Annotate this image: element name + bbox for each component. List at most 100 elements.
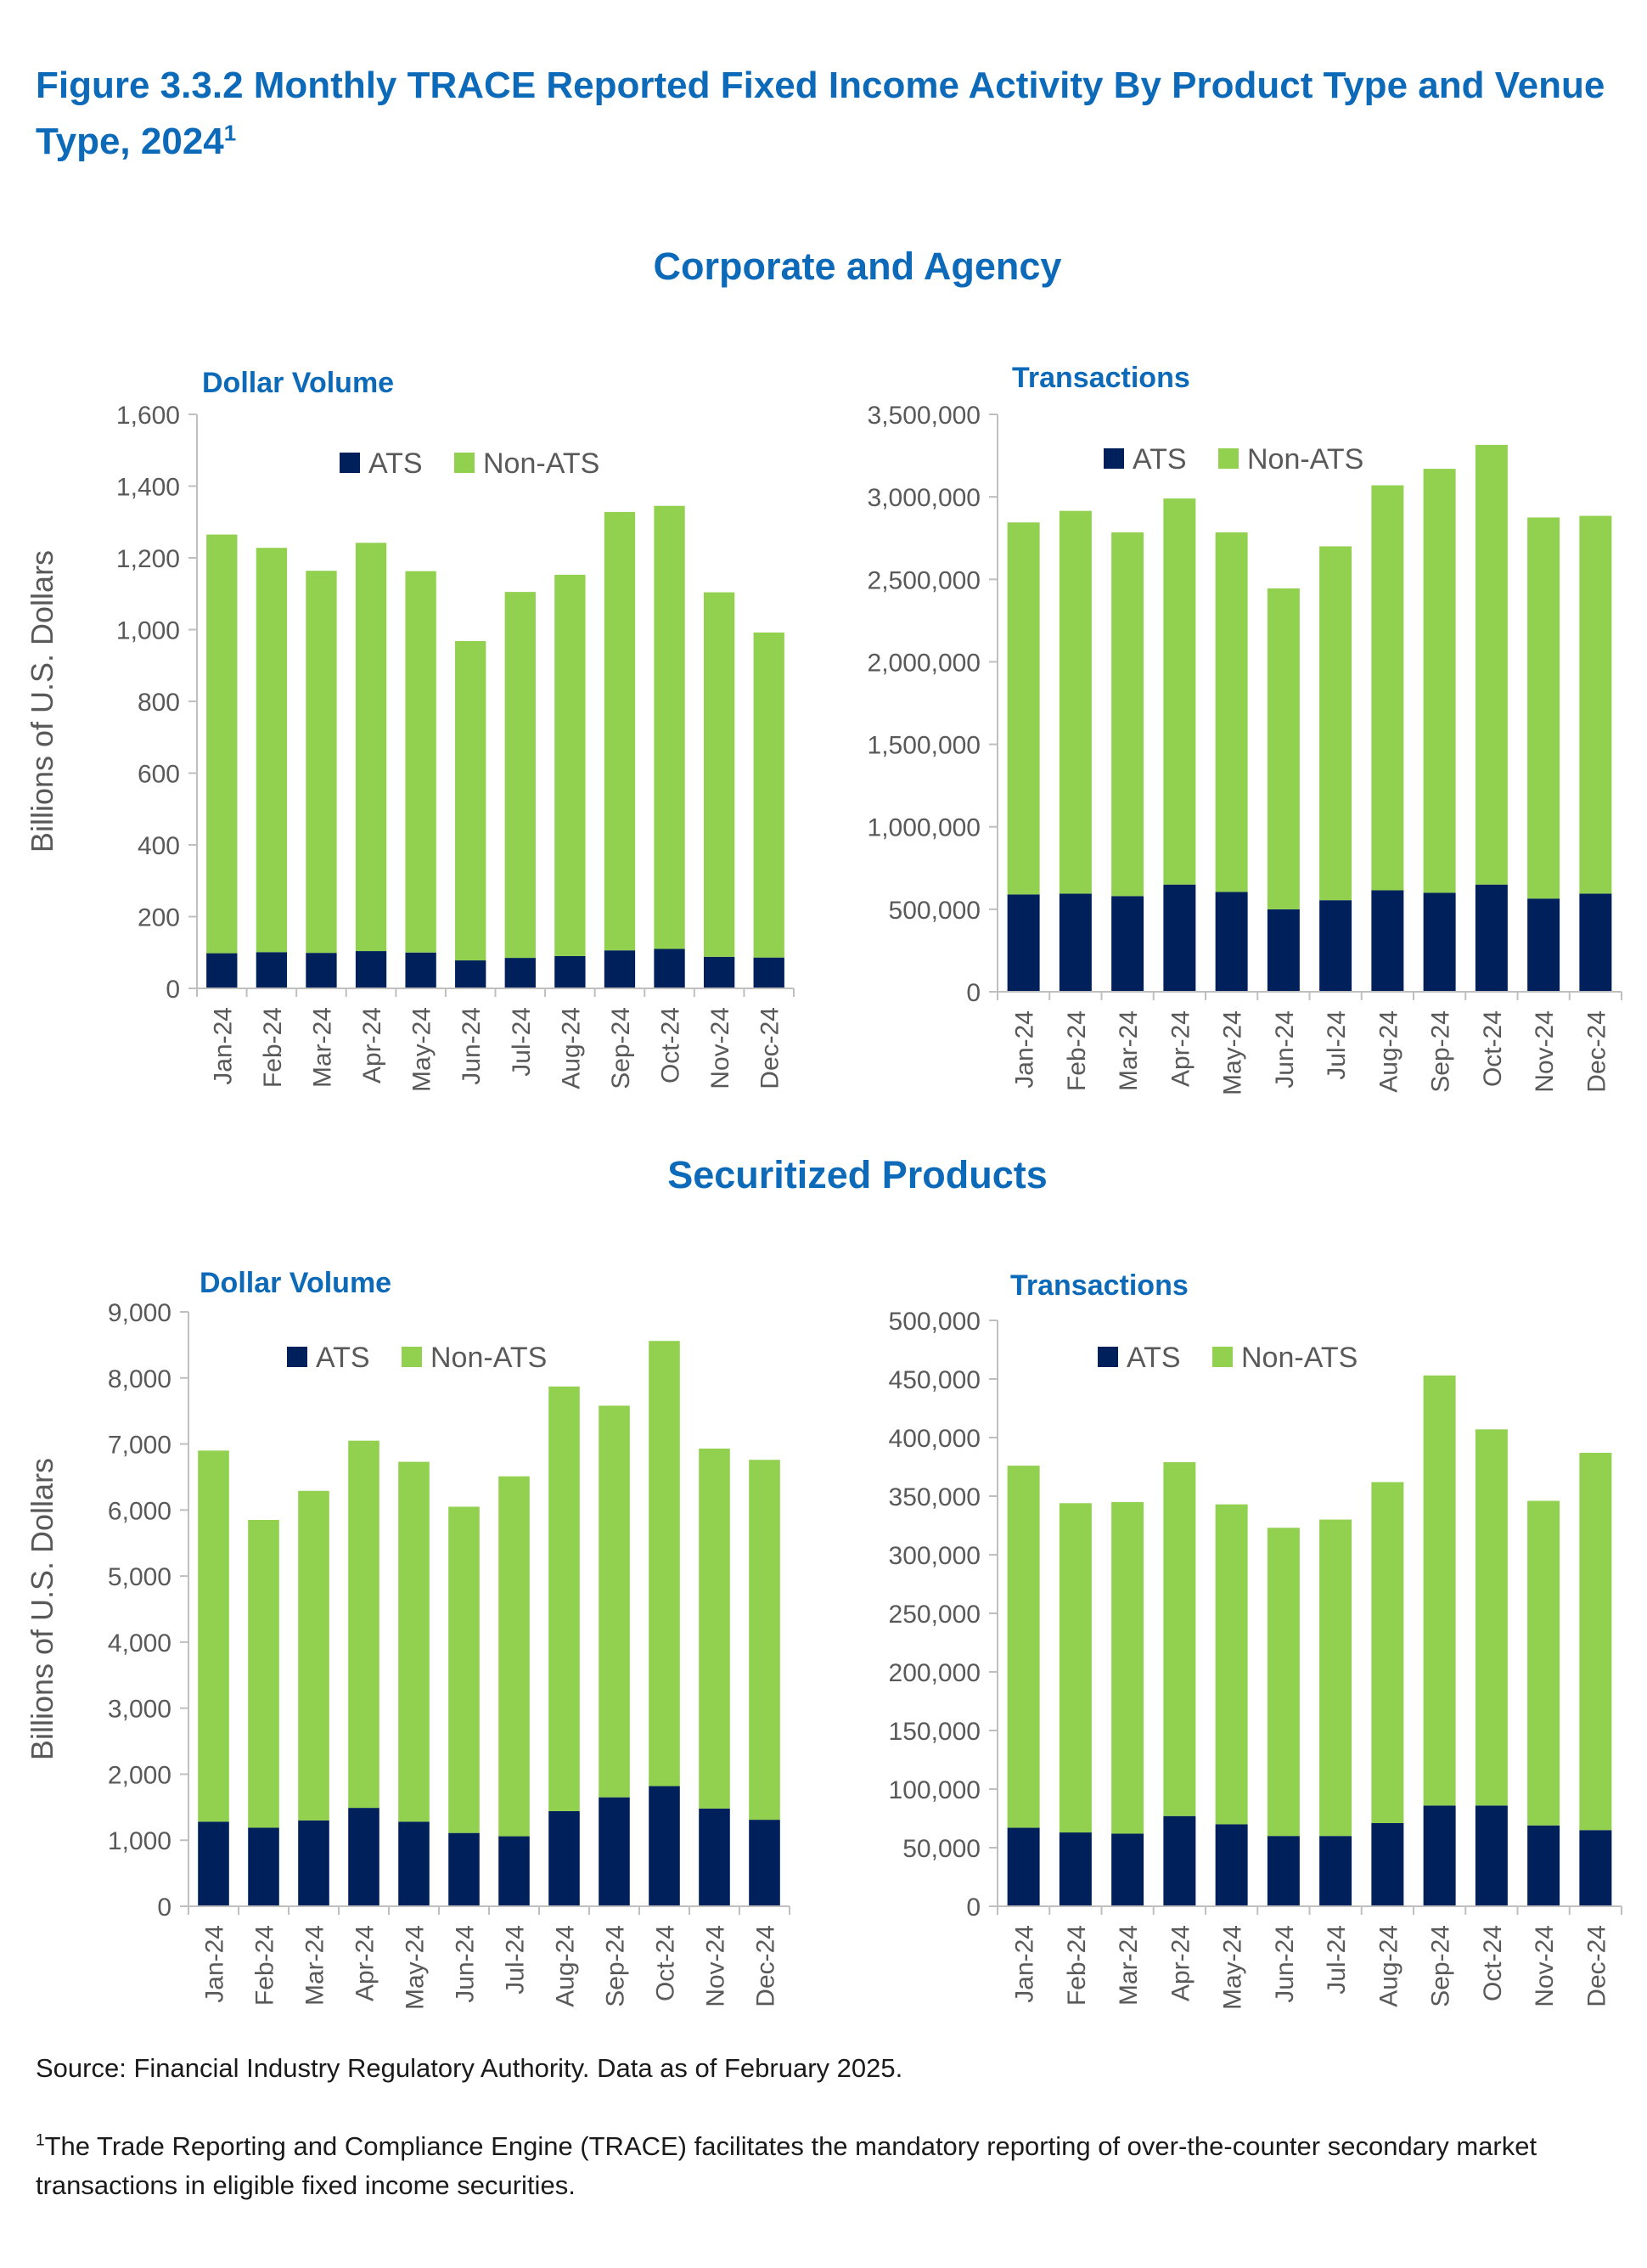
legend-label-non-ats: Non-ATS — [430, 1342, 547, 1374]
section-title-securitized: Securitized Products — [667, 1153, 1048, 1196]
bar-non-ats — [1111, 1501, 1144, 1834]
bar-ats — [1371, 890, 1404, 992]
chart-title: Transactions — [1012, 362, 1190, 394]
x-tick-label: Jul-24 — [1323, 1010, 1351, 1080]
bar-ats — [405, 952, 436, 988]
y-tick-label: 0 — [966, 979, 981, 1007]
bar-ats — [654, 948, 685, 988]
x-tick-label: May-24 — [408, 1007, 436, 1092]
bar-non-ats — [455, 641, 486, 961]
legend-swatch-non-ats — [1218, 448, 1239, 469]
y-tick-label: 0 — [157, 1894, 171, 1922]
x-tick-label: Oct-24 — [657, 1007, 685, 1083]
bar-ats — [455, 960, 486, 988]
legend-swatch-non-ats — [402, 1347, 422, 1367]
bar-non-ats — [703, 592, 735, 957]
y-tick-label: 800 — [138, 689, 180, 717]
y-tick-label: 1,600 — [116, 402, 180, 430]
x-tick-label: Sep-24 — [602, 1925, 630, 2007]
bar-ats — [1423, 892, 1456, 992]
y-tick-label: 450,000 — [889, 1366, 981, 1394]
x-tick-label: Sep-24 — [1427, 1925, 1455, 2007]
bar-ats — [1007, 894, 1040, 992]
x-tick-label: Feb-24 — [251, 1925, 279, 2006]
y-tick-label: 1,000 — [108, 1827, 171, 1855]
bar-ats — [1319, 900, 1352, 992]
x-tick-label: Apr-24 — [358, 1007, 386, 1083]
bar-ats — [1059, 1832, 1092, 1906]
x-tick-label: Apr-24 — [351, 1925, 379, 2001]
figure-title: Figure 3.3.2 Monthly TRACE Reported Fixe… — [36, 65, 1605, 162]
y-tick-label: 4,000 — [108, 1629, 171, 1657]
x-tick-label: Feb-24 — [259, 1007, 287, 1088]
bar-ats — [1059, 893, 1092, 992]
y-tick-label: 7,000 — [108, 1432, 171, 1460]
x-tick-label: Sep-24 — [1427, 1010, 1455, 1093]
bar-non-ats — [248, 1520, 279, 1828]
legend-label-ats: ATS — [1133, 443, 1187, 476]
y-tick-label: 50,000 — [902, 1835, 981, 1863]
bar-ats — [1267, 909, 1300, 992]
x-tick-label: Jun-24 — [1271, 1925, 1299, 2003]
bar-non-ats — [504, 592, 536, 959]
x-tick-label: May-24 — [1219, 1925, 1247, 2010]
x-tick-label: Nov-24 — [1531, 1010, 1559, 1093]
x-tick-label: Aug-24 — [552, 1925, 580, 2007]
bar-ats — [1475, 1805, 1508, 1906]
y-tick-label: 5,000 — [108, 1563, 171, 1591]
bar-ats — [398, 1821, 430, 1906]
x-tick-label: Aug-24 — [1374, 1925, 1402, 2007]
legend-swatch-ats — [1098, 1347, 1118, 1367]
bar-non-ats — [548, 1386, 580, 1811]
bar-ats — [1163, 884, 1196, 992]
y-tick-label: 1,400 — [116, 474, 180, 502]
x-tick-label: May-24 — [402, 1925, 430, 2010]
bar-ats — [448, 1832, 480, 1906]
bar-non-ats — [298, 1490, 329, 1821]
x-tick-label: Feb-24 — [1063, 1925, 1091, 2006]
x-tick-label: Jun-24 — [452, 1925, 480, 2003]
legend-swatch-ats — [287, 1347, 307, 1367]
x-tick-label: Feb-24 — [1063, 1010, 1091, 1091]
footnote: 1The Trade Reporting and Compliance Engi… — [36, 2131, 1537, 2200]
bar-non-ats — [1527, 517, 1560, 899]
x-tick-label: Jun-24 — [458, 1007, 486, 1085]
bar-ats — [548, 1811, 580, 1906]
y-tick-label: 500,000 — [889, 1308, 981, 1336]
x-tick-label: Jan-24 — [209, 1007, 237, 1085]
bar-ats — [355, 951, 387, 988]
y-tick-label: 350,000 — [889, 1483, 981, 1511]
bar-non-ats — [1059, 1503, 1092, 1833]
bar-non-ats — [1163, 1461, 1196, 1816]
bar-ats — [1163, 1815, 1196, 1906]
bar-ats — [604, 950, 636, 988]
x-tick-label: Dec-24 — [1582, 1010, 1610, 1093]
y-tick-label: 2,500,000 — [868, 566, 981, 594]
bar-ats — [1111, 1833, 1144, 1906]
bar-ats — [1215, 892, 1248, 992]
bar-non-ats — [599, 1405, 630, 1798]
bar-non-ats — [1007, 1466, 1040, 1828]
y-tick-label: 0 — [166, 976, 180, 1004]
x-tick-label: Nov-24 — [1531, 1925, 1559, 2007]
bar-ats — [1527, 898, 1560, 992]
x-tick-label: Nov-24 — [706, 1007, 734, 1089]
x-tick-label: Jan-24 — [1011, 1010, 1039, 1089]
y-tick-label: 1,000 — [116, 617, 180, 645]
y-tick-label: 150,000 — [889, 1718, 981, 1746]
bar-non-ats — [1527, 1500, 1560, 1826]
y-tick-label: 600 — [138, 761, 180, 789]
legend-label-non-ats: Non-ATS — [1247, 443, 1363, 476]
x-tick-label: Aug-24 — [1374, 1010, 1402, 1093]
y-tick-label: 1,500,000 — [868, 732, 981, 760]
y-tick-label: 400 — [138, 832, 180, 860]
bar-non-ats — [348, 1440, 379, 1809]
footnote-mark: 1 — [36, 2131, 45, 2150]
bar-non-ats — [256, 548, 288, 953]
x-tick-label: Nov-24 — [702, 1925, 730, 2007]
x-tick-label: Dec-24 — [752, 1925, 780, 2007]
x-tick-label: Mar-24 — [1115, 1010, 1143, 1091]
y-tick-label: 250,000 — [889, 1601, 981, 1629]
x-tick-label: Jan-24 — [1011, 1925, 1039, 2003]
bar-non-ats — [1059, 510, 1092, 894]
